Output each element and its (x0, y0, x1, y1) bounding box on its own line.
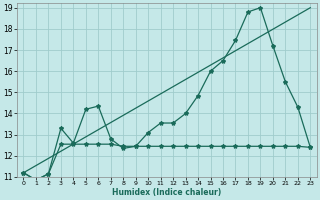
X-axis label: Humidex (Indice chaleur): Humidex (Indice chaleur) (112, 188, 221, 197)
